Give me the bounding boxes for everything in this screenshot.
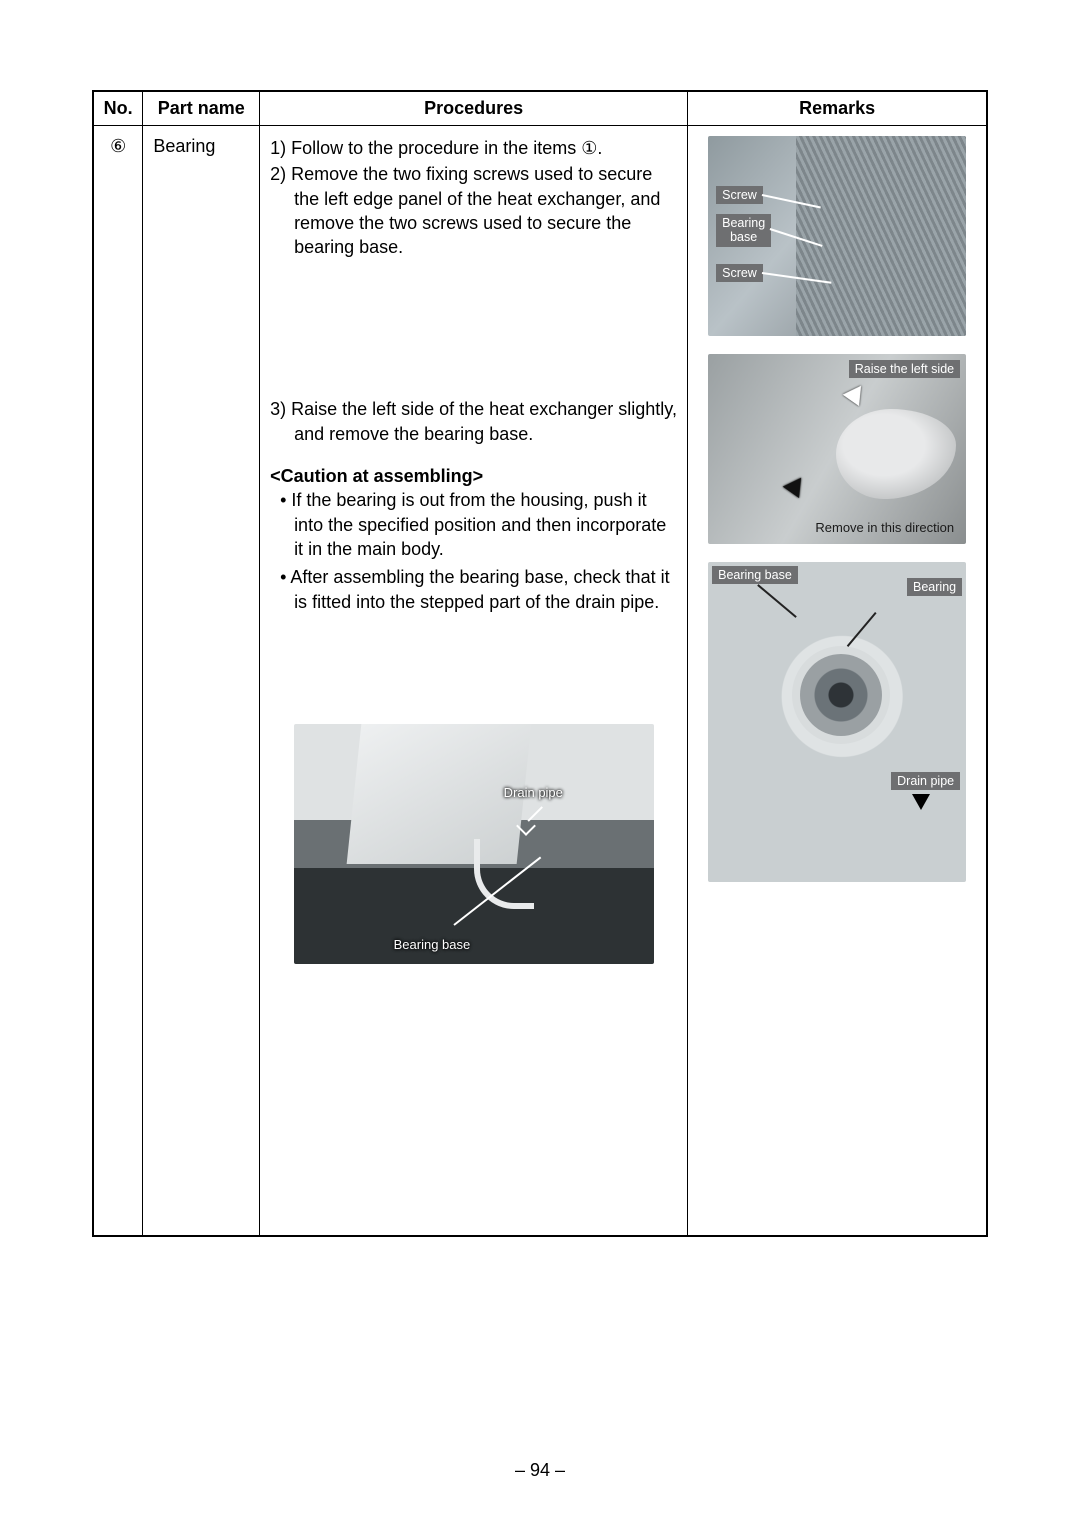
header-part-name: Part name: [143, 91, 260, 126]
label-drain-pipe: Drain pipe: [891, 772, 960, 790]
procedures-text: 1) Follow to the procedure in the items …: [270, 136, 677, 964]
cell-no: ⑥: [93, 126, 143, 1236]
label-raise-left-side: Raise the left side: [849, 360, 960, 378]
step-3: 3) Raise the left side of the heat excha…: [270, 397, 677, 446]
figure-drain-pipe-bearing-base: Drain pipe Bearing base: [294, 724, 654, 964]
spacer: [270, 277, 677, 397]
caution-bullet-1: • If the bearing is out from the housing…: [270, 488, 677, 561]
figure-screws-bearing-base: Screw Bearing base Screw: [708, 136, 966, 336]
hand-shape: [836, 409, 956, 499]
label-bearing-base: Bearing base: [716, 214, 771, 247]
arrow-raise-icon: [843, 380, 870, 406]
label-screw-bottom: Screw: [716, 264, 763, 282]
page-number: – 94 –: [0, 1460, 1080, 1481]
caution-title: <Caution at assembling>: [270, 464, 677, 488]
table-row: ⑥ Bearing 1) Follow to the procedure in …: [93, 126, 987, 1236]
figure-raise-left-side: Raise the left side Remove in this direc…: [708, 354, 966, 544]
heat-exchanger-fins: [796, 136, 966, 336]
bearing-ring-shape: [800, 654, 882, 736]
figure-bearing-base-assembly: Bearing base Bearing Drain pipe: [708, 562, 966, 882]
pipe-shape: [474, 839, 534, 909]
header-procedures: Procedures: [260, 91, 688, 126]
header-remarks: Remarks: [688, 91, 987, 126]
step-1: 1) Follow to the procedure in the items …: [270, 136, 677, 259]
caution-bullet-2: • After assembling the bearing base, che…: [270, 565, 677, 614]
step-1-suffix: .: [597, 138, 602, 158]
label-bearing-base: Bearing base: [712, 566, 798, 584]
step-3-text: 3) Raise the left side of the heat excha…: [270, 397, 677, 446]
arrow-down-icon: [912, 794, 930, 810]
label-bearing: Bearing: [907, 578, 962, 596]
item-number-icon: ⑥: [110, 136, 126, 157]
label-bearing-base: Bearing base: [394, 936, 471, 954]
pointer-line: [758, 584, 797, 617]
header-no: No.: [93, 91, 143, 126]
cell-procedures: 1) Follow to the procedure in the items …: [260, 126, 688, 1236]
cell-remarks: Screw Bearing base Screw Raise the left …: [688, 126, 987, 1236]
label-drain-pipe: Drain pipe: [504, 784, 563, 802]
inline-figure-wrap: Drain pipe Bearing base: [270, 724, 677, 964]
step-2: 2) Remove the two fixing screws used to …: [270, 162, 677, 259]
arrow-remove-icon: [783, 472, 810, 498]
label-screw-top: Screw: [716, 186, 763, 204]
pointer-line: [847, 612, 876, 647]
table-header-row: No. Part name Procedures Remarks: [93, 91, 987, 126]
cell-part-name: Bearing: [143, 126, 260, 1236]
ref-item-1-icon: ①: [581, 136, 597, 160]
page: No. Part name Procedures Remarks ⑥ Beari…: [0, 0, 1080, 1525]
procedure-table: No. Part name Procedures Remarks ⑥ Beari…: [92, 90, 988, 1237]
step-1-prefix: 1) Follow to the procedure in the items: [270, 138, 581, 158]
label-remove-direction: Remove in this direction: [809, 519, 960, 538]
